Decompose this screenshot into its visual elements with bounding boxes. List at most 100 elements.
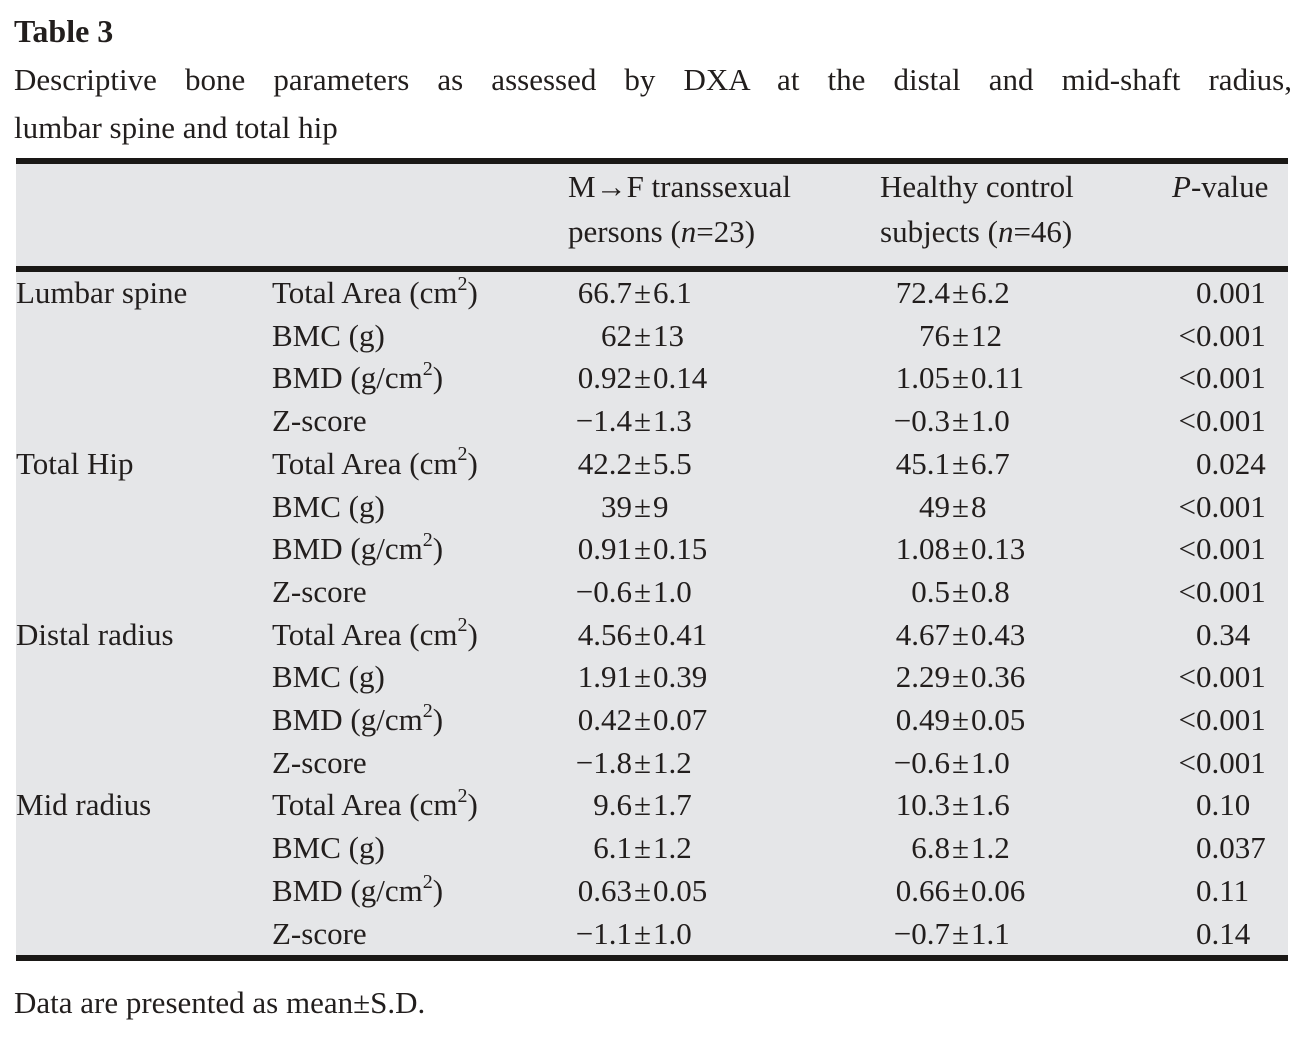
plus-minus-symbol: ± (952, 787, 970, 823)
hc-mean: 4.67 (895, 616, 950, 652)
plus-minus-symbol: ± (634, 403, 652, 439)
mf-mean: −1.8 (575, 744, 632, 780)
healthy-control-value: 1.05±0.11 (880, 357, 1172, 400)
plus-minus-symbol: ± (634, 787, 652, 823)
plus-minus-symbol: ± (952, 488, 970, 524)
table-row: Mid radius Total Area (cm2) 9.6±1.7 10.3… (16, 784, 1288, 827)
region-label: Mid radius (16, 787, 152, 823)
region-label (16, 357, 272, 400)
plus-minus-symbol: ± (952, 275, 970, 310)
healthy-control-value: 76±12 (880, 315, 1172, 358)
parameter-label: Total Area (cm2) (272, 443, 568, 486)
plus-minus-symbol: ± (634, 872, 652, 908)
plus-minus-symbol: ± (634, 744, 652, 780)
mf-transsexual-value: 0.63±0.05 (568, 870, 880, 913)
region-label: Total Hip (16, 445, 134, 481)
parameter-text: BMD (g/cm (272, 360, 423, 396)
header-mf-line2-pre: persons ( (568, 214, 681, 249)
parameter-text: Total Area (cm (272, 616, 458, 652)
region-label (16, 315, 272, 358)
plus-minus-symbol: ± (634, 702, 652, 738)
hc-sd: 6.2 (971, 275, 1010, 310)
hc-mean: 6.8 (911, 830, 950, 866)
plus-minus-symbol: ± (952, 830, 970, 866)
p-number: 0.001 (1196, 360, 1266, 396)
plus-minus-symbol: ± (952, 403, 970, 439)
region-label: Lumbar spine (16, 275, 188, 310)
plus-minus-symbol: ± (634, 317, 652, 353)
mf-transsexual-value: 4.56±0.41 (568, 614, 880, 657)
hc-mean: −0.3 (893, 403, 950, 439)
parameter-text: Total Area (cm (272, 445, 458, 481)
region-label (16, 656, 272, 699)
plus-minus-symbol: ± (634, 445, 652, 481)
parameter-label: BMC (g) (272, 315, 568, 358)
mf-sd: 1.3 (653, 403, 692, 439)
plus-minus-symbol: ± (952, 702, 970, 738)
hc-sd: 0.06 (971, 872, 1026, 908)
healthy-control-value: 2.29±0.36 (880, 656, 1172, 699)
hc-mean: 1.08 (895, 531, 950, 567)
plus-minus-symbol: ± (952, 531, 970, 567)
mf-transsexual-value: 6.1±1.2 (568, 827, 880, 870)
hc-mean: 45.1 (895, 445, 950, 481)
plus-minus-symbol: ± (634, 531, 652, 567)
plus-minus-symbol: ± (634, 659, 652, 695)
less-than-symbol: < (1178, 702, 1196, 738)
plus-minus-symbol: ± (952, 317, 970, 353)
parameter-text: Total Area (cm (272, 275, 458, 310)
p-number: 0.10 (1196, 787, 1251, 823)
region-label (16, 571, 272, 614)
table-number-title: Table 3 (14, 13, 114, 49)
p-number: 0.001 (1196, 531, 1266, 567)
mf-sd: 1.2 (653, 744, 692, 780)
less-than-symbol: < (1178, 659, 1196, 695)
mf-mean: 42.2 (577, 445, 632, 481)
table-row: Lumbar spine Total Area (cm2) 66.7±6.1 7… (16, 269, 1288, 315)
hc-sd: 0.8 (971, 573, 1010, 609)
less-than-symbol: < (1178, 317, 1196, 353)
hc-mean: 2.29 (895, 659, 950, 695)
p-value: 0.11 (1172, 870, 1288, 913)
healthy-control-value: −0.3±1.0 (880, 400, 1172, 443)
region-label (16, 827, 272, 870)
plus-minus-symbol: ± (952, 744, 970, 780)
mf-sd: 5.5 (653, 445, 692, 481)
hc-mean: 76 (919, 317, 950, 353)
parameter-suffix: ) (467, 616, 478, 652)
region-label (16, 742, 272, 785)
bone-parameters-table: M→F transsexual persons (n=23) Healthy c… (16, 158, 1288, 962)
paper-page: Table 3 Descriptive bone parameters as a… (0, 12, 1304, 1046)
mf-mean: 0.91 (577, 531, 632, 567)
healthy-control-value: 72.4±6.2 (880, 269, 1172, 315)
header-control-line2: subjects (n=46) (880, 209, 1172, 254)
parameter-label: Z-score (272, 913, 568, 959)
region-label (16, 699, 272, 742)
hc-sd: 0.43 (971, 616, 1026, 652)
plus-minus-symbol: ± (952, 573, 970, 609)
header-control-line2-post: =46) (1013, 214, 1073, 249)
healthy-control-value: 49±8 (880, 486, 1172, 529)
table-row: BMC (g) 1.91±0.39 2.29±0.36 <0.001 (16, 656, 1288, 699)
parameter-label: Total Area (cm2) (272, 269, 568, 315)
parameter-text: BMD (g/cm (272, 702, 423, 738)
parameter-superscript: 2 (457, 785, 468, 808)
less-than-symbol: < (1178, 573, 1196, 609)
parameter-label: Total Area (cm2) (272, 614, 568, 657)
mf-sd: 6.1 (653, 275, 692, 310)
header-mf-n: n (680, 214, 697, 249)
parameter-text: BMC (g) (272, 317, 385, 353)
mf-mean: 1.91 (577, 659, 632, 695)
mf-sd: 1.0 (653, 573, 692, 609)
mf-mean: 0.42 (577, 702, 632, 738)
region-label (16, 486, 272, 529)
plus-minus-symbol: ± (952, 360, 970, 396)
table-row: BMD (g/cm2) 0.92±0.14 1.05±0.11 <0.001 (16, 357, 1288, 400)
mf-sd: 0.14 (653, 360, 708, 396)
parameter-text: Z-score (272, 744, 367, 780)
plus-minus-symbol: ± (952, 915, 970, 951)
p-value: <0.001 (1172, 528, 1288, 571)
mf-transsexual-value: 66.7±6.1 (568, 269, 880, 315)
table-row: Z-score −1.8±1.2 −0.6±1.0 <0.001 (16, 742, 1288, 785)
mf-mean: 6.1 (593, 830, 632, 866)
